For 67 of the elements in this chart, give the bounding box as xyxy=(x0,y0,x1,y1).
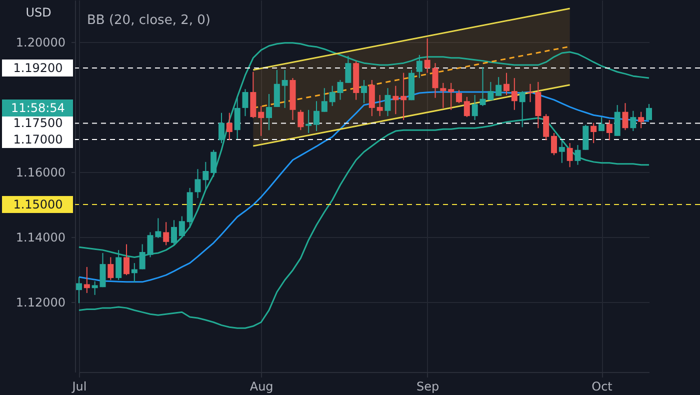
candlestick xyxy=(314,100,320,132)
candlestick xyxy=(416,54,422,79)
y-axis-title: USD xyxy=(26,6,52,20)
candlestick xyxy=(321,88,328,112)
candlestick xyxy=(258,106,264,136)
candlestick xyxy=(282,69,288,108)
candlestick xyxy=(448,82,454,110)
candlestick xyxy=(551,132,557,156)
candlestick xyxy=(226,112,232,141)
text: 11:58:54 xyxy=(11,100,65,115)
y-tick-label: 1.20000 xyxy=(16,35,66,50)
y-tick-label: 1.14000 xyxy=(16,230,66,245)
candlestick xyxy=(400,72,407,120)
candlestick xyxy=(566,142,573,168)
candlestick xyxy=(266,93,272,131)
ref-line-label: 1.17000 xyxy=(13,132,63,146)
ref-line-label: 1.15000 xyxy=(13,198,63,212)
candlestick xyxy=(496,76,502,96)
candlestick xyxy=(646,104,652,120)
candlestick xyxy=(242,88,248,117)
candlestick xyxy=(171,220,177,246)
candlestick xyxy=(100,252,106,288)
candlestick xyxy=(178,216,185,237)
candlestick xyxy=(440,82,446,108)
candlestick xyxy=(543,114,550,141)
candlestick xyxy=(131,262,138,283)
y-tick-label: 1.16000 xyxy=(16,166,66,180)
candlestick xyxy=(306,109,312,134)
candlestick xyxy=(464,96,470,118)
candlestick xyxy=(638,111,644,129)
candlestick xyxy=(622,102,628,131)
candlestick xyxy=(598,116,604,132)
candlestick xyxy=(361,79,367,104)
candlestick xyxy=(574,144,581,166)
candlestick xyxy=(274,69,280,108)
y-tick-label: 1.12000 xyxy=(16,296,66,310)
ref-line-label: 1.19200 xyxy=(13,60,63,75)
candlestick xyxy=(376,94,383,117)
x-tick-label: Sep xyxy=(416,380,440,394)
candlestick xyxy=(84,266,90,294)
candlestick xyxy=(108,256,114,280)
candlestick xyxy=(92,280,98,296)
candlestick xyxy=(504,72,510,96)
candlestick xyxy=(234,97,240,140)
x-tick-label: Jul xyxy=(71,380,87,394)
candlestick xyxy=(298,109,304,131)
candlestick xyxy=(368,79,375,117)
candlestick xyxy=(392,85,399,115)
candlestick xyxy=(590,122,597,144)
candlestick xyxy=(163,222,170,246)
candlestick xyxy=(424,38,430,74)
candlestick xyxy=(210,149,217,178)
candlestick xyxy=(384,88,391,117)
candlestick xyxy=(329,85,336,107)
candlestick xyxy=(124,244,130,276)
text: BB (20, close, 2, 0) xyxy=(87,13,210,28)
x-tick-label: Aug xyxy=(250,380,274,394)
x-tick-label: Oct xyxy=(592,380,613,394)
ref-line-label: 1.17500 xyxy=(13,116,63,130)
candlestick xyxy=(432,62,438,98)
candlestick xyxy=(558,140,565,164)
candlestick xyxy=(456,90,462,104)
candlestick xyxy=(218,112,224,144)
candlestick xyxy=(472,94,478,120)
candlestick xyxy=(630,110,636,132)
candlestick xyxy=(511,78,518,110)
candlestick xyxy=(606,119,612,141)
